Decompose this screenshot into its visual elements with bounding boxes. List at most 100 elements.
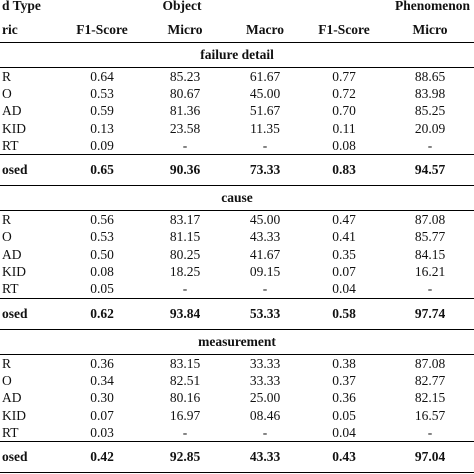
- table-cell: 80.16: [169, 390, 201, 406]
- table-row: cause: [0, 185, 474, 212]
- table-cell: 0.65: [62, 154, 142, 187]
- table-cell: -: [182, 281, 188, 297]
- table-row: O 0.53 81.15 43.33 0.41 85.77: [0, 229, 474, 246]
- table-cell: 97.04: [386, 441, 474, 474]
- table-cell: 16.57: [414, 407, 446, 423]
- table-row: osed 0.65 90.36 73.33 0.83 94.57: [0, 154, 474, 187]
- table-cell: 83.15: [169, 355, 201, 371]
- table-cell: 93.84: [142, 297, 228, 330]
- table-cell: 0.42: [62, 441, 142, 474]
- table-row: R 0.64 85.23 61.67 0.77 88.65: [0, 68, 474, 86]
- table-cell: 0.30: [90, 390, 114, 406]
- table-cell: -: [427, 137, 433, 153]
- table-cell: d Type: [2, 0, 41, 13]
- table-cell: 84.15: [414, 246, 446, 262]
- table-row: RT 0.03 - - 0.04 -: [0, 424, 474, 442]
- table-cell: 43.33: [228, 441, 303, 474]
- table-cell: 08.46: [249, 407, 281, 423]
- table-cell: 0.62: [62, 297, 142, 330]
- table-cell: -: [427, 281, 433, 297]
- table-row: measurement: [0, 329, 474, 355]
- table-cell: 0.41: [332, 229, 356, 245]
- table-cell: 45.00: [249, 212, 281, 228]
- table-row: osed 0.42 92.85 43.33 0.43 97.04: [0, 441, 474, 474]
- table-cell: failure detail: [0, 42, 474, 68]
- table-cell: 81.15: [169, 229, 201, 245]
- table-cell: 85.23: [169, 68, 201, 84]
- table-cell: Phenomenon: [395, 0, 471, 13]
- table-row: AD 0.50 80.25 41.67 0.35 84.15: [0, 246, 474, 263]
- table-cell: 20.09: [414, 120, 446, 136]
- table-row: R 0.36 83.15 33.33 0.38 87.08: [0, 354, 474, 372]
- table-row: RT 0.09 - - 0.08 -: [0, 137, 474, 155]
- table-cell: 0.58: [302, 297, 387, 330]
- table-row: O 0.53 80.67 45.00 0.72 83.98: [0, 85, 474, 102]
- table-row: osed 0.62 93.84 53.33 0.58 97.74: [0, 297, 474, 330]
- table-cell: -: [262, 137, 268, 153]
- table-cell: 0.05: [332, 407, 356, 423]
- table-cell: 97.74: [386, 297, 474, 330]
- table-cell: AD: [2, 246, 22, 262]
- table-cell: KID: [2, 407, 26, 423]
- table-cell: 61.67: [249, 68, 281, 84]
- table-cell: 0.35: [332, 246, 356, 262]
- table-cell: 0.05: [90, 281, 114, 297]
- table-cell: 16.21: [414, 264, 446, 280]
- table-cell: Object: [162, 0, 202, 13]
- table-cell: 0.56: [90, 212, 114, 228]
- table-cell: 0.70: [332, 103, 356, 119]
- table-cell: 45.00: [249, 85, 281, 101]
- table-cell: -: [262, 424, 268, 440]
- table-cell: 0.83: [302, 154, 387, 187]
- table-cell: -: [262, 281, 268, 297]
- table-cell: Macro: [228, 18, 303, 43]
- table-cell: 09.15: [249, 264, 281, 280]
- table-cell: 0.37: [332, 372, 356, 388]
- table-cell: 0.59: [90, 103, 114, 119]
- table-row: R 0.56 83.17 45.00 0.47 87.08: [0, 211, 474, 229]
- table-cell: Micro: [142, 18, 228, 43]
- table-cell: O: [2, 85, 12, 101]
- table-cell: 33.33: [249, 372, 281, 388]
- table-cell: 0.08: [90, 264, 114, 280]
- table-cell: 23.58: [169, 120, 201, 136]
- table-cell: 0.04: [332, 424, 356, 440]
- table-cell: -: [427, 424, 433, 440]
- table-cell: RT: [2, 137, 19, 153]
- table-cell: 82.15: [414, 390, 446, 406]
- table-cell: R: [2, 355, 12, 371]
- table-cell: 18.25: [169, 264, 201, 280]
- table-cell: O: [2, 372, 12, 388]
- table-cell: osed: [0, 154, 62, 187]
- table-row: ric F1-Score Micro Macro F1-Score Micro: [0, 18, 474, 43]
- table-cell: 0.64: [90, 68, 114, 84]
- table-cell: 85.77: [414, 229, 446, 245]
- table-row: KID 0.13 23.58 11.35 0.11 20.09: [0, 120, 474, 137]
- table-cell: 51.67: [249, 103, 281, 119]
- table-cell: 0.43: [302, 441, 387, 474]
- table-cell: 82.77: [414, 372, 446, 388]
- table-cell: 53.33: [228, 297, 303, 330]
- table-cell: 0.72: [332, 85, 356, 101]
- table-cell: KID: [2, 264, 26, 280]
- table-cell: 83.17: [169, 212, 201, 228]
- table-cell: KID: [2, 120, 26, 136]
- table-cell: 0.38: [332, 355, 356, 371]
- table-cell: 85.25: [414, 103, 446, 119]
- table-cell: 80.25: [169, 246, 201, 262]
- table-cell: 87.08: [414, 355, 446, 371]
- table-cell: 0.08: [332, 137, 356, 153]
- table-cell: 43.33: [249, 229, 281, 245]
- table-cell: 0.09: [90, 137, 114, 153]
- table-cell: 83.98: [414, 85, 446, 101]
- table-cell: 0.36: [332, 390, 356, 406]
- table-cell: osed: [0, 297, 62, 330]
- table-cell: 0.04: [332, 281, 356, 297]
- table-cell: 82.51: [169, 372, 201, 388]
- table-cell: 33.33: [249, 355, 281, 371]
- table-cell: 0.34: [90, 372, 114, 388]
- table-cell: 41.67: [249, 246, 281, 262]
- table-cell: 80.67: [169, 85, 201, 101]
